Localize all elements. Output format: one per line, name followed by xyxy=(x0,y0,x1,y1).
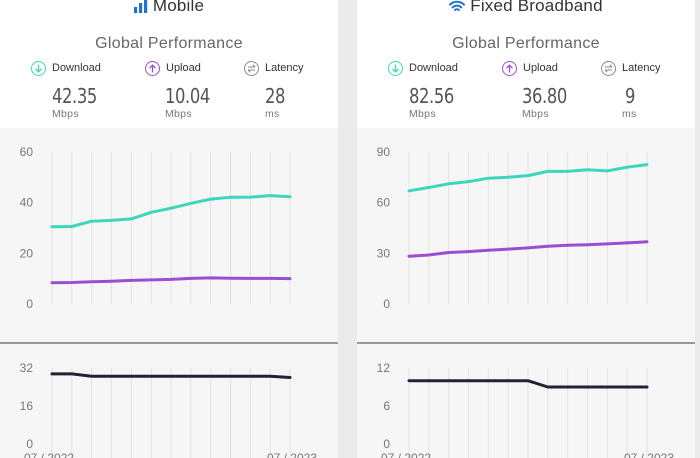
broadband-header: Fixed Broadband Global Performance Downl… xyxy=(357,0,695,128)
metric-value: 36.80 xyxy=(522,84,567,108)
latency-y-tick-label: 16 xyxy=(20,399,34,413)
mobile-header: Mobile Global Performance Download 42.35… xyxy=(0,0,338,128)
metric-label: Upload xyxy=(166,62,201,74)
metric-value: 9 xyxy=(625,84,636,108)
latency-series-line xyxy=(407,379,649,389)
latency-series-line xyxy=(50,372,292,379)
broadband-chart-area: 90 60 30 0 12 6 0 07 / 2022 07 / 2023 xyxy=(357,128,695,458)
x-tick-label: 07 / 2022 xyxy=(24,451,74,458)
metric-unit: Mbps xyxy=(52,108,79,120)
y-tick-label: 0 xyxy=(26,297,33,311)
upload-metric: Upload 36.80 Mbps xyxy=(502,58,602,120)
upload-arrow-icon xyxy=(502,60,517,76)
metric-value: 28 xyxy=(265,84,286,108)
x-tick-label: 07 / 2023 xyxy=(624,451,674,458)
latency-y-tick-label: 6 xyxy=(383,399,390,413)
section-title: Global Performance xyxy=(452,35,600,52)
upload-arrow-icon xyxy=(145,60,160,76)
latency-y-tick-label: 32 xyxy=(20,361,34,375)
metric-label: Upload xyxy=(523,62,558,74)
metric-unit: Mbps xyxy=(165,108,192,120)
y-tick-label: 60 xyxy=(377,196,391,210)
download-metric: Download 82.56 Mbps xyxy=(388,58,488,120)
signal-bars-icon xyxy=(133,0,148,18)
x-tick-label: 07 / 2022 xyxy=(381,451,431,458)
y-tick-label: 0 xyxy=(383,297,390,311)
y-tick-label: 90 xyxy=(377,145,391,159)
broadband-panel: Fixed Broadband Global Performance Downl… xyxy=(357,0,695,458)
upload-metric: Upload 10.04 Mbps xyxy=(145,58,245,120)
download-arrow-icon xyxy=(388,60,403,76)
panel-title: Mobile xyxy=(0,0,338,18)
metric-unit: Mbps xyxy=(522,108,549,120)
panel-title: Fixed Broadband xyxy=(357,0,695,18)
download-series-line xyxy=(50,194,292,229)
latency-y-tick-label: 0 xyxy=(383,437,390,451)
panel-title-text: Mobile xyxy=(152,0,205,15)
download-series-line xyxy=(407,163,649,193)
y-tick-label: 30 xyxy=(377,246,391,260)
latency-arrows-icon xyxy=(601,60,616,76)
metric-value: 82.56 xyxy=(409,84,454,108)
section-title: Global Performance xyxy=(95,35,243,52)
latency-metric: Latency 28 ms xyxy=(244,58,338,120)
metric-label: Download xyxy=(52,62,101,74)
x-tick-label: 07 / 2023 xyxy=(267,451,317,458)
metric-value: 42.35 xyxy=(52,84,97,108)
latency-y-tick-label: 0 xyxy=(26,437,33,451)
metric-unit: Mbps xyxy=(409,108,436,120)
metric-unit: ms xyxy=(265,108,280,120)
mobile-panel: Mobile Global Performance Download 42.35… xyxy=(0,0,338,458)
latency-y-tick-label: 12 xyxy=(377,361,391,375)
metric-value: 10.04 xyxy=(165,84,210,108)
metric-label: Download xyxy=(409,62,458,74)
panel-title-text: Fixed Broadband xyxy=(470,0,603,15)
mobile-chart-area: 60 40 20 0 32 16 0 07 / 2022 07 / 2023 xyxy=(0,128,338,458)
download-metric: Download 42.35 Mbps xyxy=(31,58,131,120)
upload-series-line xyxy=(407,240,649,258)
upload-series-line xyxy=(50,276,292,285)
metric-label: Latency xyxy=(265,62,304,74)
y-tick-label: 20 xyxy=(20,246,34,260)
latency-arrows-icon xyxy=(244,60,259,76)
y-tick-label: 60 xyxy=(20,145,34,159)
latency-metric: Latency 9 ms xyxy=(601,58,695,120)
y-tick-label: 40 xyxy=(20,196,34,210)
metric-unit: ms xyxy=(622,108,637,120)
wifi-icon xyxy=(449,0,466,18)
metric-label: Latency xyxy=(622,62,661,74)
download-arrow-icon xyxy=(31,60,46,76)
